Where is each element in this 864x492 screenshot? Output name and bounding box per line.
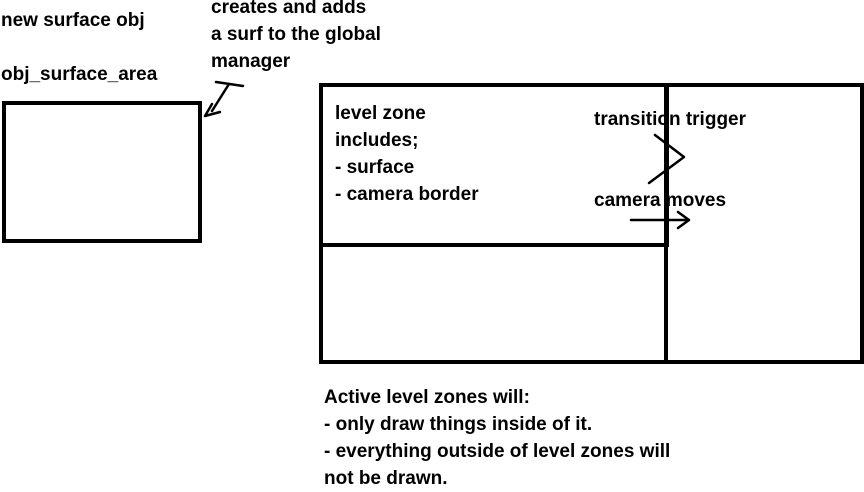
creates-pointer-arrow	[203, 80, 245, 118]
obj-surface-area-label: obj_surface_area	[1, 64, 158, 85]
level-zone-line-4: - camera border	[335, 184, 479, 205]
level-zone-line-1: level zone	[335, 103, 426, 124]
level-zone-line-3: - surface	[335, 157, 415, 178]
level-zone-line-2: includes;	[335, 130, 419, 151]
transition-trigger-squiggle	[647, 133, 686, 185]
active-zones-line-2: - only draw things inside of it.	[324, 414, 593, 435]
camera-moves-arrow	[629, 210, 691, 230]
surface-area-box	[2, 101, 202, 243]
camera-moves-label: camera moves	[594, 190, 727, 211]
transition-trigger-label: transition trigger	[594, 109, 747, 130]
active-zones-line-3: - everything outside of level zones will	[324, 441, 671, 462]
creates-note-line-1: creates and adds	[211, 0, 367, 18]
transition-divider	[664, 83, 668, 364]
active-zones-line-1: Active level zones will:	[324, 387, 530, 408]
active-zones-line-4: not be drawn.	[324, 468, 448, 489]
new-surface-obj-label: new surface obj	[1, 10, 145, 31]
creates-note-line-2: a surf to the global	[211, 24, 381, 45]
creates-note-line-3: manager	[211, 51, 291, 72]
